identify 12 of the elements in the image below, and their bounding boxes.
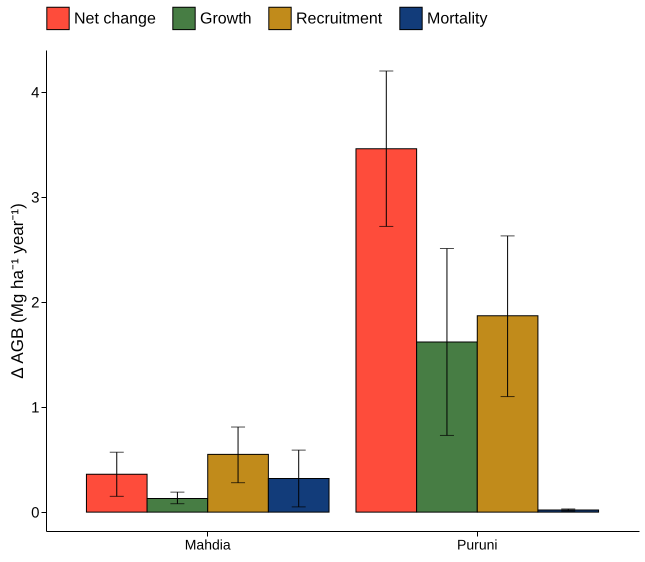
y-tick-label: 3: [31, 190, 40, 207]
y-tick-label: 0: [31, 504, 40, 522]
x-tick-label: Mahdia: [184, 536, 231, 552]
legend-label: Mortality: [427, 10, 488, 28]
y-axis-title: Δ AGB (Mg ha⁻¹ year⁻¹): [8, 203, 28, 379]
y-tick-label: 4: [31, 84, 40, 102]
legend-label: Net change: [74, 10, 156, 28]
legend-label: Recruitment: [296, 10, 383, 28]
y-tick-label: 1: [31, 400, 40, 417]
legend-label: Growth: [200, 10, 252, 28]
y-tick-label: 2: [31, 294, 40, 312]
x-tick-label: Puruni: [457, 536, 498, 552]
